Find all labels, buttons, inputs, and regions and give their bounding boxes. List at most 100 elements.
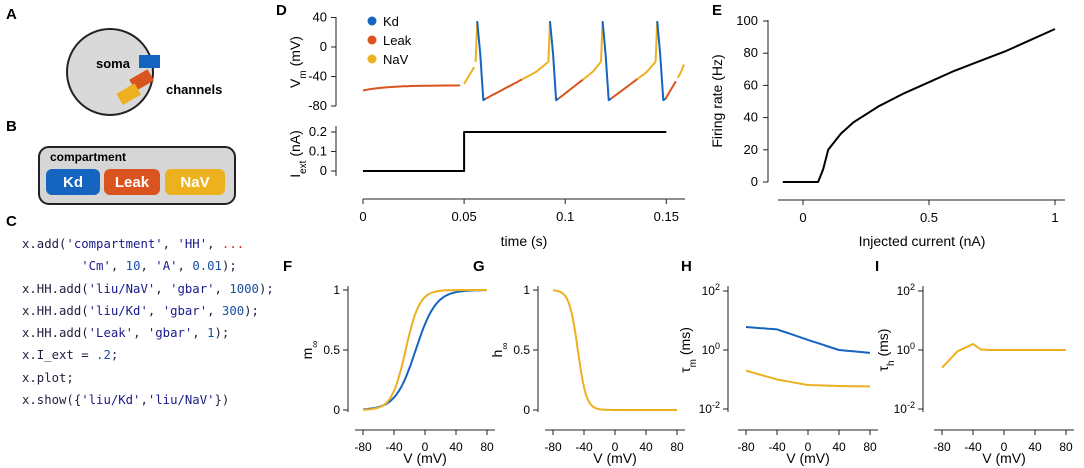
hinf-x-tick-label: 80	[670, 440, 684, 454]
minf-curve-kd	[362, 289, 487, 411]
code-listing: x.add('compartment', 'HH', ... 'Cm', 10,…	[22, 233, 274, 411]
spike-downstroke-3	[656, 21, 667, 102]
taum-y-tick-label: 102	[702, 282, 720, 298]
current-step-trace	[363, 131, 667, 172]
spike-downstroke-1	[549, 21, 560, 102]
code-line: x.HH.add('liu/Kd', 'gbar', 300);	[22, 303, 259, 318]
hinf-y-tick-label: 0.5	[513, 343, 530, 357]
soma-circle	[66, 28, 154, 116]
minf-x-tick-label: -80	[354, 440, 372, 454]
tauh-y-label: τh (ms)	[875, 329, 897, 372]
tauh-x-label: V (mV)	[982, 450, 1026, 466]
spike-downstroke-2	[601, 21, 612, 102]
voltage-y-tick-label: -80	[308, 98, 327, 113]
recovery-leak-0	[485, 78, 523, 100]
recovery-nav-2	[636, 61, 657, 80]
panel-letter-b: B	[6, 118, 17, 135]
time-x-tick-label: 0	[359, 209, 366, 224]
current-y-tick-label: 0.1	[309, 144, 327, 159]
panel-letter-d: D	[276, 2, 287, 19]
spike-downstroke-0	[476, 21, 487, 102]
fi-x-tick-label: 0	[799, 210, 806, 225]
tauh-x-tick-label: -40	[964, 440, 982, 454]
legend-dot-kd	[367, 16, 377, 26]
soma-label: soma	[96, 56, 131, 71]
legend-label-kd: Kd	[383, 14, 399, 29]
fi-x-tick-label: 1	[1051, 210, 1058, 225]
hinf-y-label: h∞	[489, 343, 511, 358]
minf-curve-nav	[363, 289, 487, 411]
fi-y-tick-label: 80	[744, 45, 758, 60]
kd-channel-shape	[139, 55, 160, 68]
minf-x-label: V (mV)	[403, 450, 447, 466]
legend-label-leak: Leak	[383, 33, 412, 48]
panel-f-minf: -80 -40 0 40 80 V (mV) 1 0.5 0 m∞	[299, 283, 495, 466]
taum-y-tick-label: 100	[702, 341, 720, 357]
fi-y-tick-label: 0	[751, 174, 758, 189]
code-line: x.show({'liu/Kd','liu/NaV'})	[22, 393, 230, 408]
current-y-tick-label: 0	[320, 163, 327, 178]
minf-y-label: m∞	[299, 341, 321, 360]
minf-y-tick-label: 0	[333, 403, 340, 417]
compartment-label: compartment	[50, 150, 127, 164]
channel-nav-box: NaV	[165, 169, 225, 195]
minf-x-tick-label: 80	[480, 440, 494, 454]
current-y-tick-label: 0.2	[309, 124, 327, 139]
taum-x-tick-label: 80	[863, 440, 877, 454]
tauh-y-tick-label: 10-2	[894, 400, 915, 416]
panel-letter-h: H	[681, 258, 692, 275]
voltage-y-tick-label: -40	[308, 69, 327, 84]
panel-letter-i: I	[875, 258, 880, 275]
tauh-x-tick-label: 40	[1028, 440, 1042, 454]
fi-x-label: Injected current (nA)	[859, 233, 986, 249]
recovery-nav-0	[521, 60, 550, 81]
panel-e-fi-curve: 0 20 40 60 80 100 Firing rate (Hz) 0 0.5 1 Injecte…	[709, 13, 1065, 249]
taum-y-tick-label: 10-2	[699, 400, 720, 416]
panel-letter-e: E	[712, 2, 723, 19]
code-line: 'Cm', 10, 'A', 0.01);	[81, 259, 237, 274]
panel-letter-f: F	[283, 258, 293, 275]
tauh-curve-nav	[941, 343, 1066, 369]
code-line: x.HH.add('liu/NaV', 'gbar', 1000);	[22, 281, 274, 296]
voltage-y-label: Vm (mV)	[287, 36, 309, 88]
fi-y-tick-label: 100	[736, 13, 758, 28]
recovery-nav-1	[582, 61, 602, 81]
minf-x-tick-label: -40	[385, 440, 403, 454]
minf-x-tick-label: 40	[449, 440, 463, 454]
panel-h-taum: -80 -40 0 40 80 V (mV) 102 100 10-2 τm (ms)	[677, 282, 878, 466]
fi-y-tick-label: 20	[744, 142, 758, 157]
tauh-y-tick-label: 100	[897, 341, 915, 357]
taum-curve-kd	[745, 326, 871, 354]
nav-channel-shape	[116, 83, 142, 106]
code-line: x.HH.add('Leak', 'gbar', 1);	[22, 326, 230, 341]
recovery-leak-3	[664, 80, 677, 100]
time-x-tick-label: 0.05	[451, 209, 476, 224]
code-line: x.plot;	[22, 370, 74, 385]
fi-x-tick-label: 0.5	[920, 210, 938, 225]
tauh-x-tick-label: 80	[1059, 440, 1073, 454]
hinf-x-tick-label: 40	[639, 440, 653, 454]
hinf-x-tick-label: -80	[544, 440, 562, 454]
taum-y-label: τm (ms)	[677, 327, 699, 373]
taum-curve-nav	[745, 369, 871, 388]
taum-x-tick-label: 0	[805, 440, 812, 454]
fi-curve	[782, 28, 1056, 183]
legend-label-nav: NaV	[383, 52, 409, 67]
taum-x-tick-label: -80	[737, 440, 755, 454]
tauh-y-tick-label: 102	[897, 282, 915, 298]
voltage-ramp-trace	[463, 66, 476, 85]
panel-letter-c: C	[6, 213, 17, 230]
time-x-tick-label: 0.15	[654, 209, 679, 224]
legend-dot-leak	[367, 35, 377, 45]
recovery-leak-1	[557, 78, 584, 100]
voltage-y-tick-label: 40	[313, 10, 327, 25]
minf-y-tick-label: 0.5	[323, 343, 340, 357]
fi-y-tick-label: 60	[744, 77, 758, 92]
hinf-x-label: V (mV)	[593, 450, 637, 466]
legend-dot-nav	[367, 54, 377, 64]
taum-x-label: V (mV)	[786, 450, 830, 466]
panel-letter-g: G	[473, 258, 485, 275]
channels-label: channels	[166, 82, 222, 97]
